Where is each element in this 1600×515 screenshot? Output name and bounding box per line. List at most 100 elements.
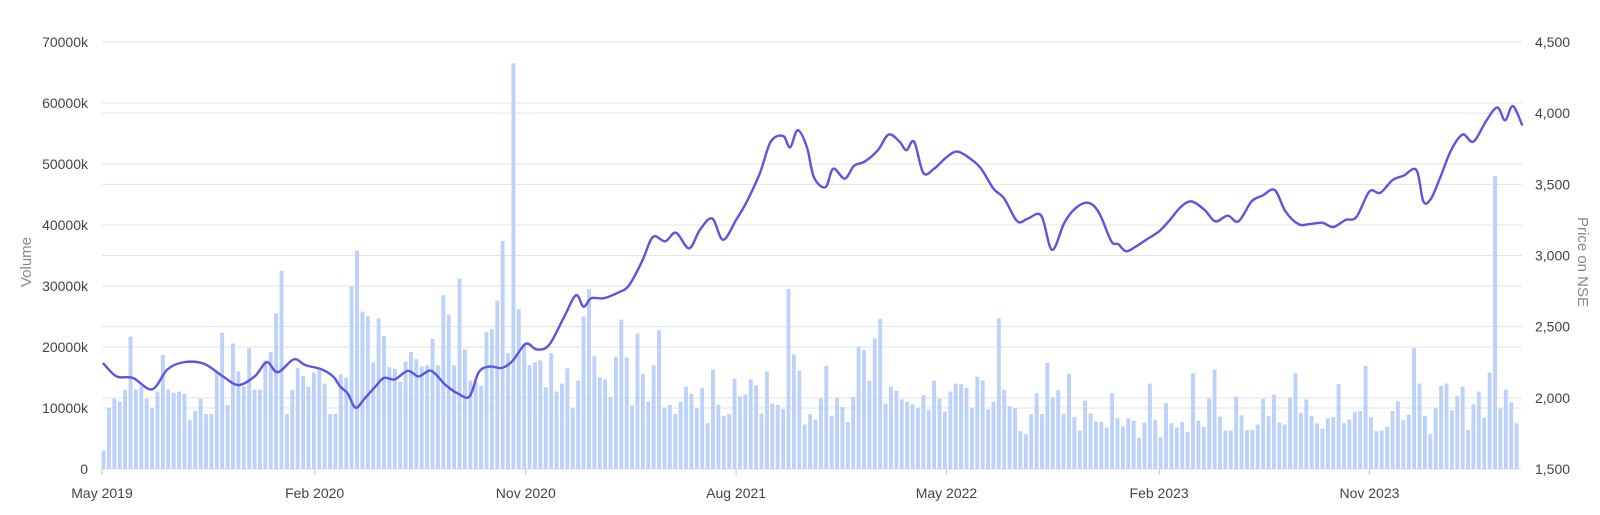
volume-bar	[263, 360, 268, 469]
volume-bar	[996, 318, 1001, 469]
volume-bar	[322, 383, 327, 469]
volume-bar	[166, 389, 171, 469]
volume-bar	[991, 401, 996, 469]
volume-bar	[824, 365, 829, 469]
volume-bar	[457, 278, 462, 469]
volume-bar	[1120, 426, 1125, 469]
left-tick-label: 30000k	[42, 278, 89, 294]
left-tick-label: 40000k	[42, 217, 89, 233]
volume-bar	[1455, 395, 1460, 469]
volume-bar	[274, 313, 279, 469]
volume-bar	[479, 386, 484, 469]
volume-bar	[651, 365, 656, 469]
volume-bar	[959, 384, 964, 469]
volume-bar	[171, 392, 176, 469]
volume-bar	[1115, 418, 1120, 469]
volume-bar	[301, 376, 306, 469]
volume-bar	[818, 398, 823, 469]
volume-bar	[387, 367, 392, 469]
volume-bar	[775, 404, 780, 469]
volume-bar	[1482, 417, 1487, 469]
volume-bar	[344, 377, 349, 469]
left-tick-label: 50000k	[42, 156, 89, 172]
volume-bar	[209, 414, 214, 469]
volume-bar	[1266, 415, 1271, 469]
x-tick-label: Feb 2023	[1130, 485, 1189, 501]
volume-bar	[1396, 401, 1400, 469]
volume-bar	[1352, 411, 1357, 469]
volume-bar	[425, 365, 430, 469]
volume-bar	[894, 390, 899, 469]
volume-bar	[1088, 413, 1093, 469]
volume-bar	[694, 408, 699, 469]
volume-bar	[1288, 397, 1293, 469]
volume-bar	[684, 386, 688, 469]
x-axis: May 2019 Feb 2020 Nov 2020 Aug 2021 May 2022…	[71, 469, 1400, 501]
right-axis-title: Price on NSE	[1574, 217, 1591, 307]
volume-bar	[1412, 348, 1417, 469]
volume-bar	[187, 420, 192, 469]
volume-bar	[716, 404, 721, 469]
volume-bar	[1137, 437, 1142, 469]
volume-bar	[1050, 397, 1055, 469]
volume-bar	[948, 391, 953, 469]
volume-bar	[721, 415, 726, 469]
volume-bar	[1449, 410, 1454, 469]
volume-bar	[829, 415, 834, 469]
volume-bar	[840, 406, 845, 469]
volume-bar	[144, 398, 149, 469]
volume-bar	[1142, 422, 1147, 469]
volume-bar	[355, 250, 359, 469]
volume-bar	[986, 409, 990, 469]
volume-bar	[306, 386, 311, 469]
volume-bar	[516, 309, 521, 469]
volume-bar	[953, 383, 958, 469]
volume-bar	[360, 311, 365, 469]
volume-bar	[543, 387, 548, 469]
volume-bar	[317, 370, 322, 469]
volume-bar	[1239, 415, 1244, 469]
volume-bar	[1234, 396, 1239, 469]
volume-bar	[711, 369, 715, 469]
volume-bar	[1099, 422, 1104, 469]
volume-bar	[522, 343, 527, 469]
volume-bar	[613, 356, 618, 469]
left-axis: 0 10000k 20000k 30000k 40000k 50000k 60000k 700…	[42, 34, 89, 477]
volume-bar	[106, 408, 111, 469]
right-tick-label: 1,500	[1535, 461, 1570, 477]
volume-bar	[1007, 406, 1012, 469]
volume-bar	[1476, 391, 1481, 469]
volume-bar	[624, 357, 629, 469]
volume-bar	[1336, 384, 1341, 469]
volume-bar	[791, 354, 796, 469]
volume-bar	[1147, 383, 1152, 469]
volume-bar	[511, 63, 516, 469]
volume-bar	[581, 316, 586, 469]
volume-bar	[258, 389, 262, 469]
volume-bar	[1185, 431, 1190, 469]
volume-bar	[835, 397, 839, 469]
volume-bar	[1083, 400, 1088, 469]
volume-bar	[489, 329, 494, 469]
left-tick-label: 70000k	[42, 34, 89, 50]
volume-bar	[1002, 389, 1007, 469]
volume-bar	[1369, 417, 1373, 469]
volume-bar	[608, 397, 613, 469]
volume-bar	[533, 362, 537, 469]
volume-bar	[1223, 430, 1228, 469]
volume-bar	[1503, 389, 1508, 469]
volume-bar	[980, 380, 985, 469]
volume-bar	[290, 389, 295, 469]
left-tick-label: 60000k	[42, 95, 89, 111]
volume-bar	[1164, 403, 1168, 469]
volume-bar	[1320, 428, 1325, 469]
volume-bar	[592, 356, 597, 469]
volume-bars	[101, 63, 1519, 469]
volume-bar	[295, 367, 300, 469]
volume-bar	[808, 414, 813, 469]
volume-bar	[845, 422, 850, 469]
volume-bar	[657, 329, 661, 469]
volume-bar	[446, 314, 451, 469]
volume-bar	[630, 405, 635, 469]
